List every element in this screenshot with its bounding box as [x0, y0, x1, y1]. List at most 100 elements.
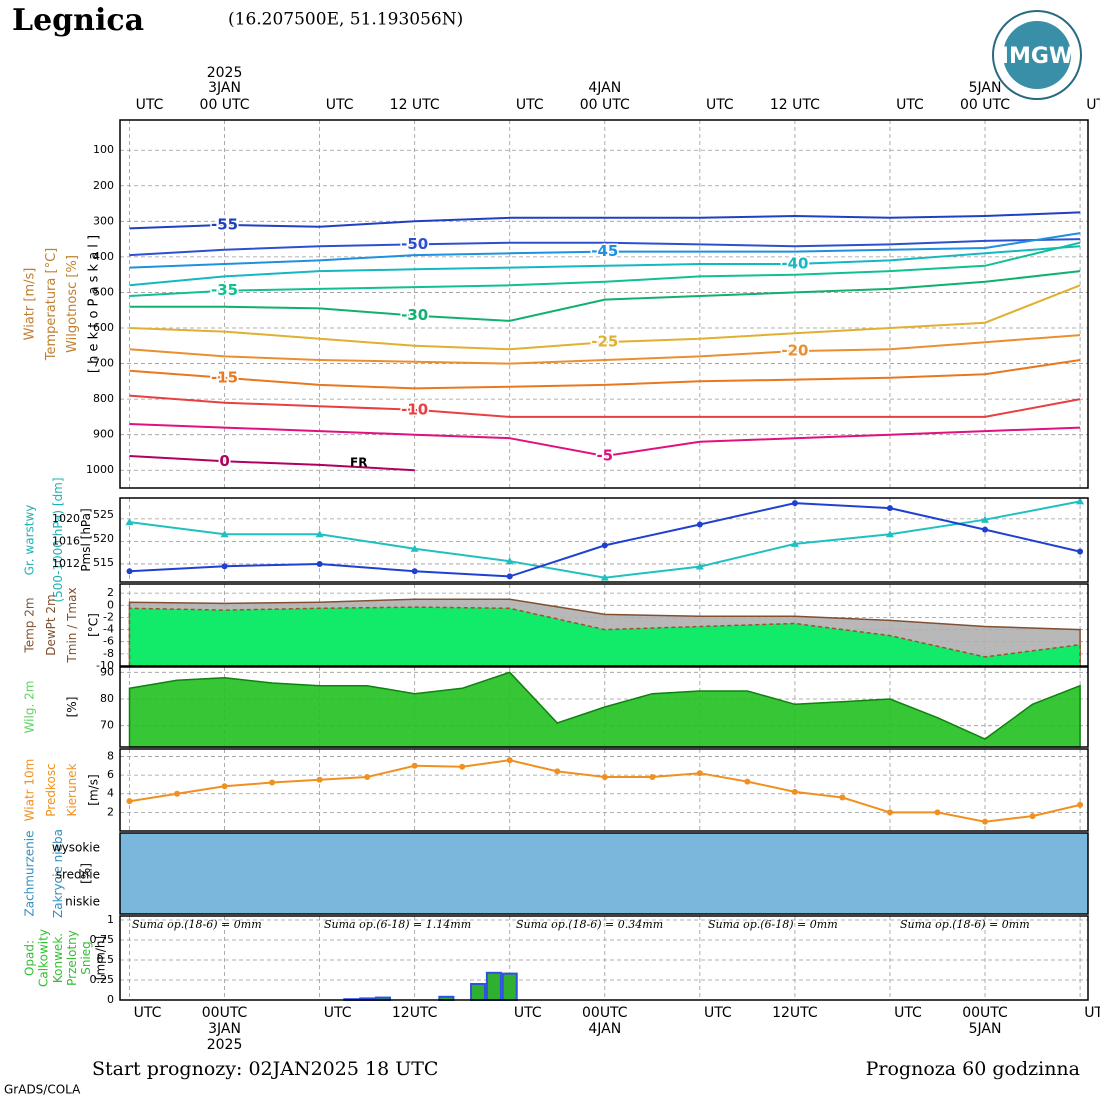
- point: [600, 573, 609, 581]
- coords: (16.207500E, 51.193056N): [228, 10, 463, 30]
- logo-disc: [1003, 21, 1071, 89]
- y-tick-label: 100: [93, 143, 114, 156]
- y-axis-label: [%]: [79, 863, 93, 884]
- point: [505, 557, 514, 565]
- point: [982, 818, 989, 825]
- y-tick-label: -4: [103, 623, 114, 636]
- date-label: 4JAN: [588, 1021, 621, 1037]
- bottom-tick-label: UTC: [324, 1005, 352, 1021]
- date-label: 3JAN: [208, 80, 241, 96]
- series-line: [129, 211, 1081, 230]
- y-tick-label: 300: [93, 214, 114, 227]
- precip-sum: Suma op.(18-6) = 0mm: [900, 918, 1030, 931]
- point: [649, 773, 656, 780]
- point: [126, 798, 133, 805]
- panel-frame: [119, 497, 1089, 583]
- point: [316, 560, 323, 567]
- y2-tick-label: 1016: [52, 534, 80, 547]
- point: [791, 788, 798, 795]
- bottom-tick-label: UTC: [134, 1005, 162, 1021]
- panel-frame: [119, 915, 1089, 1001]
- contour-label: -40: [781, 255, 808, 273]
- point: [269, 779, 276, 786]
- contour-label: -35: [211, 281, 238, 299]
- point: [315, 530, 324, 538]
- y-tick-label: 0.25: [90, 973, 115, 986]
- y-tick-label: 0.75: [90, 933, 115, 946]
- y-tick-label: 0: [107, 993, 114, 1006]
- point: [744, 778, 751, 785]
- point: [554, 768, 561, 775]
- bar: [485, 971, 502, 1001]
- precip-sum: Suma op.(6-18) = 1.14mm: [324, 918, 471, 931]
- y-axis-label: Opad:: [23, 940, 37, 976]
- y-tick-label: 4: [107, 787, 114, 800]
- series-line: [129, 270, 1081, 322]
- y-axis-label: Przelotny: [65, 930, 79, 986]
- point: [411, 762, 418, 769]
- y-axis-label: [mm/h]: [93, 936, 107, 980]
- series-line: [129, 394, 1081, 418]
- top-tick-label: 12 UTC: [390, 97, 440, 113]
- annotation: FR: [350, 456, 367, 470]
- bottom-tick-label: 00UTC: [962, 1005, 1008, 1021]
- contour-label: -10: [401, 400, 428, 418]
- point: [934, 809, 941, 816]
- point: [220, 530, 229, 538]
- series-line: [129, 334, 1081, 365]
- panel-frame: [119, 748, 1089, 832]
- bar: [470, 983, 487, 1001]
- point: [791, 500, 798, 507]
- top-tick-label: 00 UTC: [200, 97, 250, 113]
- top-tick-label: 00 UTC: [580, 97, 630, 113]
- y-axis-label: [%]: [65, 697, 79, 718]
- y-axis-label: Kierunek: [65, 763, 79, 816]
- precip-sum: Suma op.(6-18) = 0mm: [708, 918, 838, 931]
- top-tick-label: UTC: [896, 97, 924, 113]
- point: [839, 794, 846, 801]
- point: [601, 542, 608, 549]
- y-axis-label: [ h e k t o P a s k a l ]: [86, 235, 101, 373]
- y-axis-label: Pmsl [hPa]: [79, 508, 93, 571]
- y-tick-label: 0.5: [97, 953, 115, 966]
- contour-label: -30: [401, 306, 428, 324]
- point: [506, 757, 513, 764]
- point: [886, 505, 893, 512]
- point: [126, 568, 133, 575]
- bottom-tick-label: 00UTC: [582, 1005, 628, 1021]
- y-tick-label: -2: [103, 610, 114, 623]
- date-label: 3JAN: [208, 1021, 241, 1037]
- y-axis-label: DewPt 2m: [44, 594, 58, 656]
- y-tick-label: 200: [93, 179, 114, 192]
- bottom-tick-label: UTC: [1084, 1005, 1100, 1021]
- y-tick-label: -6: [103, 635, 114, 648]
- title: Legnica: [12, 3, 144, 38]
- top-tick-label: UTC: [326, 97, 354, 113]
- point: [316, 776, 323, 783]
- y-axis-label: Zakrycie nieba: [51, 829, 65, 918]
- bottom-tick-label: UTC: [894, 1005, 922, 1021]
- y-axis-label: Wilg. 2m: [23, 681, 37, 734]
- y-axis-label: Snieg: [79, 941, 93, 975]
- date-label: 5JAN: [969, 1021, 1002, 1037]
- point: [982, 526, 989, 533]
- panel-frame: [119, 583, 1089, 667]
- y-tick-label: 600: [93, 321, 114, 334]
- y-tick-label: 70: [100, 719, 114, 732]
- y-tick-label: 1000: [86, 463, 114, 476]
- point: [886, 809, 893, 816]
- y-tick-label: 800: [93, 392, 114, 405]
- y-tick-label: 400: [93, 250, 114, 263]
- y-axis-label: Calkowity: [37, 929, 51, 987]
- contour-label: -25: [591, 333, 618, 351]
- y-tick-label: 0: [107, 598, 114, 611]
- bottom-tick-label: UTC: [514, 1005, 542, 1021]
- y-axis-label: Konwek.: [51, 933, 65, 983]
- y-tick-label: 8: [107, 749, 114, 762]
- date-label: 4JAN: [588, 80, 621, 96]
- contour-label: -50: [401, 235, 428, 253]
- y-axis-label: Wiatr [m/s]: [23, 268, 38, 341]
- top-tick-label: UTC: [136, 97, 164, 113]
- y-tick-label: 520: [93, 532, 114, 545]
